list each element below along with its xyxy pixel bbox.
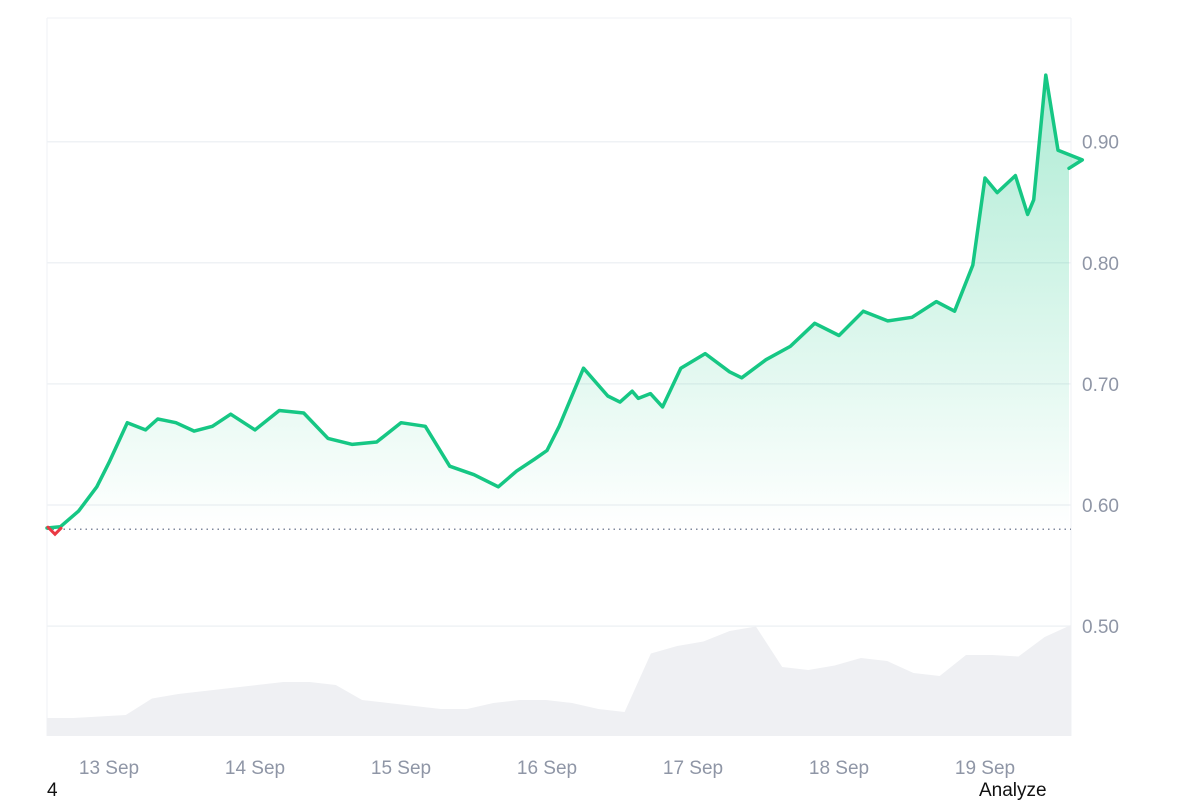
price-fill-path (47, 75, 1083, 530)
volume-area-path (47, 625, 1071, 736)
footer-left-text: 4 (47, 780, 58, 801)
x-tick-label: 17 Sep (663, 758, 723, 779)
x-tick-label: 18 Sep (809, 758, 869, 779)
x-tick-label: 19 Sep (955, 758, 1015, 779)
price-fill-area (47, 75, 1083, 530)
x-axis-labels: 13 Sep 14 Sep 15 Sep 16 Sep 17 Sep 18 Sep 19 S… (79, 758, 1015, 779)
y-tick-label: 0.80 (1082, 254, 1119, 275)
volume-area (47, 625, 1071, 736)
y-tick-label: 0.60 (1082, 496, 1119, 517)
negative-segment (46, 525, 63, 537)
analyze-link[interactable]: Analyze (979, 780, 1047, 801)
chart-frame (46, 17, 1072, 736)
x-tick-label: 15 Sep (371, 758, 431, 779)
x-tick-label: 13 Sep (79, 758, 139, 779)
x-tick-label: 16 Sep (517, 758, 577, 779)
price-line-path (45, 73, 1085, 530)
y-tick-label: 0.50 (1082, 617, 1119, 638)
x-tick-label: 14 Sep (225, 758, 285, 779)
price-line (45, 73, 1085, 537)
y-axis-labels: 0.90 0.80 0.70 0.60 0.50 (1082, 133, 1119, 638)
y-tick-label: 0.90 (1082, 133, 1119, 154)
y-tick-label: 0.70 (1082, 375, 1119, 396)
